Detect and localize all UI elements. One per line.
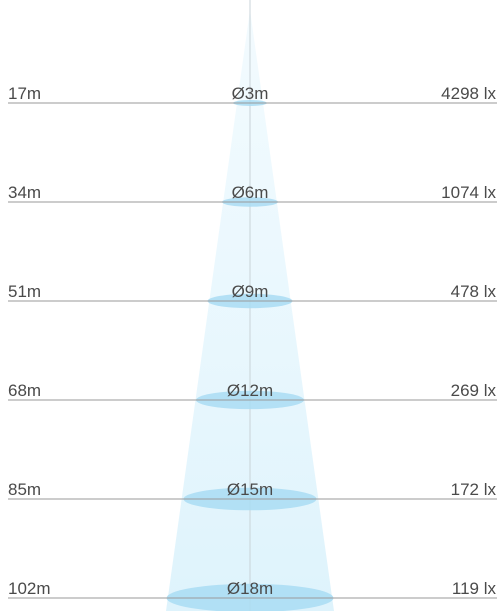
illuminance-label: 4298 lx xyxy=(441,84,496,103)
distance-label: 34m xyxy=(8,183,41,202)
distance-label: 85m xyxy=(8,480,41,499)
distance-label: 51m xyxy=(8,282,41,301)
diameter-label: Ø15m xyxy=(227,480,273,499)
diameter-label: Ø18m xyxy=(227,579,273,598)
distance-label: 17m xyxy=(8,84,41,103)
illuminance-label: 119 lx xyxy=(452,579,497,598)
diameter-label: Ø9m xyxy=(232,282,269,301)
diameter-label: Ø12m xyxy=(227,381,273,400)
rows: 17m Ø3m 4298 lx 34m Ø6m 1074 lx 51m Ø9m 478 lx 68… xyxy=(8,84,497,613)
diameter-label: Ø6m xyxy=(232,183,269,202)
illuminance-label: 172 lx xyxy=(451,480,497,499)
illuminance-label: 478 lx xyxy=(451,282,497,301)
illuminance-label: 1074 lx xyxy=(441,183,496,202)
distance-label: 68m xyxy=(8,381,41,400)
illuminance-label: 269 lx xyxy=(451,381,497,400)
distance-label: 102m xyxy=(8,579,51,598)
diameter-label: Ø3m xyxy=(232,84,269,103)
